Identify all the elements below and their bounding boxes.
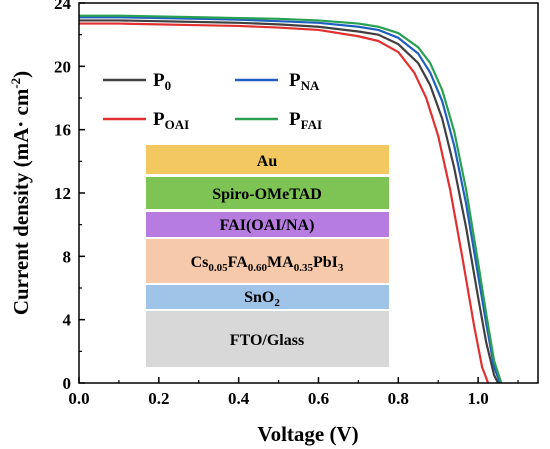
legend-item-p0: P0	[103, 70, 171, 93]
legend-label-pfai: PFAI	[289, 109, 322, 132]
x-tick-label: 0.0	[68, 389, 89, 408]
series-line-p0	[79, 19, 500, 384]
x-tick-label: 0.8	[388, 389, 409, 408]
layer-sno2	[146, 285, 389, 309]
layer-spiro	[146, 177, 389, 209]
y-tick-label: 0	[63, 374, 72, 393]
legend-item-pna: PNA	[235, 70, 320, 93]
legend-label-pna: PNA	[289, 70, 320, 93]
device-stack-inset: Au Spiro-OMeTAD FAI(OAI/NA) Cs0.05FA0.60…	[146, 145, 389, 367]
layer-spiro-label: Spiro-OMeTAD	[212, 186, 322, 203]
layer-fto-glass	[146, 311, 389, 367]
series-line-poai	[79, 22, 490, 384]
y-tick-label: 8	[63, 247, 72, 266]
x-tick-label: 0.2	[148, 389, 169, 408]
y-tick-label: 20	[54, 57, 71, 76]
legend-label-poai: POAI	[153, 109, 189, 132]
layer-sno2-label: SnO2	[244, 289, 280, 309]
layer-perovskite	[146, 239, 389, 283]
series-curves	[79, 14, 503, 384]
y-tick-label: 16	[54, 121, 71, 140]
legend-item-pfai: PFAI	[235, 109, 322, 132]
layer-au-label: Au	[257, 153, 278, 170]
legend: P0 PNA POAI PFAI	[103, 70, 322, 132]
series-line-pfai	[79, 14, 503, 384]
y-tick-label: 4	[63, 311, 72, 330]
layer-fai-label: FAI(OAI/NA)	[220, 217, 315, 234]
x-axis-title: Voltage (V)	[257, 422, 358, 446]
y-axis-ticks: 0 4 8 12 16 20 24	[54, 0, 85, 393]
layer-au	[146, 145, 389, 174]
layer-perovskite-label: Cs0.05FA0.60MA0.35PbI3	[191, 254, 344, 274]
legend-item-poai: POAI	[103, 109, 189, 132]
layer-fto-glass-label: FTO/Glass	[230, 332, 304, 349]
x-tick-label: 0.6	[308, 389, 329, 408]
x-tick-label: 0.4	[228, 389, 250, 408]
x-axis-ticks: 0.0 0.2 0.4 0.6 0.8 1.0	[68, 377, 519, 408]
layer-fai	[146, 212, 389, 237]
series-line-pna	[79, 16, 502, 384]
y-tick-label: 24	[54, 0, 72, 13]
x-tick-label: 1.0	[468, 389, 489, 408]
legend-label-p0: P0	[153, 70, 171, 93]
y-tick-label: 12	[54, 184, 71, 203]
y-axis-title: Current density (mA· cm-2)	[8, 71, 33, 315]
